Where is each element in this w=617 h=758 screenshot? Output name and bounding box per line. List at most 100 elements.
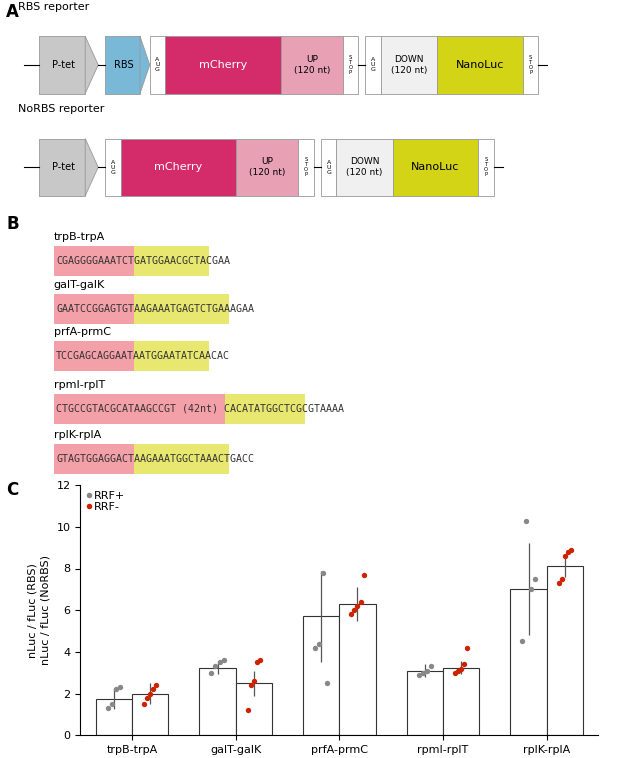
Point [563, 546, 573, 558]
Bar [165, 36, 281, 93]
Text: S
T
O
P: S T O P [304, 157, 308, 177]
Bar [343, 36, 358, 93]
Text: CGAGGGGAAATCTGATGGAACGCTACGAA: CGAGGGGAAATCTGATGGAACGCTACGAA [56, 256, 230, 266]
Text: GTAGTGGAGGACTAAGAAATGGCTAAACTGACC: GTAGTGGAGGACTAAGAAATGGCTAAACTGACC [56, 454, 254, 464]
Text: prfA-prmC: prfA-prmC [54, 327, 111, 337]
Text: rpmI-rplT: rpmI-rplT [54, 380, 105, 390]
Bar [303, 616, 339, 735]
Bar [132, 694, 168, 735]
Point [314, 637, 324, 650]
Bar [150, 36, 165, 93]
Text: GAATCCGGAGTGTAAGAAATGAGTCTGAAAGAA: GAATCCGGAGTGTAAGAAATGAGTCTGAAAGAA [56, 304, 254, 314]
Point [103, 702, 113, 714]
Bar [236, 139, 299, 196]
Bar [479, 139, 494, 196]
Point [318, 567, 328, 579]
Bar [437, 36, 523, 93]
Point [219, 654, 229, 666]
Point [456, 662, 466, 675]
Text: S
T
O
P: S T O P [484, 157, 488, 177]
Bar [54, 443, 134, 474]
Point [151, 679, 161, 691]
Point [352, 600, 362, 612]
Bar [39, 36, 85, 93]
Text: C: C [6, 481, 19, 500]
Text: rplK-rplA: rplK-rplA [54, 430, 101, 440]
Bar [54, 246, 134, 276]
Text: A
U
G: A U G [155, 58, 160, 72]
Point [462, 641, 472, 653]
Bar [54, 341, 134, 371]
Bar [321, 139, 336, 196]
Text: A
U
G: A U G [326, 160, 331, 174]
Point [418, 667, 428, 679]
Bar [39, 139, 85, 196]
Text: B: B [6, 215, 19, 233]
Bar [106, 139, 121, 196]
Bar [134, 443, 230, 474]
Point [252, 656, 262, 669]
Text: P-tet: P-tet [52, 162, 75, 172]
Point [422, 665, 432, 677]
Text: galT-galK: galT-galK [54, 280, 105, 290]
Point [107, 698, 117, 710]
Bar [54, 393, 225, 424]
Text: NoRBS reporter: NoRBS reporter [19, 104, 105, 114]
Text: A
U
G: A U G [371, 58, 376, 72]
Point [215, 656, 225, 669]
Bar [134, 341, 209, 371]
Text: mCherry: mCherry [199, 60, 247, 70]
Polygon shape [85, 139, 98, 196]
Bar [523, 36, 538, 93]
Text: P-tet: P-tet [52, 60, 75, 70]
Bar [443, 668, 479, 735]
Point [242, 704, 252, 716]
Point [426, 660, 436, 672]
Polygon shape [85, 36, 98, 93]
Text: A: A [6, 4, 19, 21]
Text: A
U
G: A U G [110, 160, 115, 174]
Point [323, 677, 333, 689]
Bar [510, 590, 547, 735]
Bar [381, 36, 437, 93]
Bar [134, 246, 209, 276]
Text: S
T
O
P: S T O P [349, 55, 352, 75]
Bar [54, 293, 134, 324]
Point [526, 584, 536, 596]
Point [148, 684, 158, 696]
Text: TCCGAGCAGGAATAATGGAATATCAACAC: TCCGAGCAGGAATAATGGAATATCAACAC [56, 351, 230, 361]
Point [207, 667, 217, 679]
Text: S
T
O
P: S T O P [529, 55, 532, 75]
Point [358, 568, 368, 581]
Bar [392, 139, 479, 196]
Point [249, 675, 259, 687]
Text: CTGCCGTACGCATAAGCCGT (42nt) CACATATGGCTCGCGTAAAA: CTGCCGTACGCATAAGCCGT (42nt) CACATATGGCTC… [56, 404, 344, 414]
Point [115, 681, 125, 694]
Text: RBS reporter: RBS reporter [19, 2, 89, 11]
Point [450, 667, 460, 679]
Bar [134, 293, 230, 324]
Point [349, 604, 359, 616]
Point [142, 691, 152, 703]
Bar [407, 671, 443, 735]
Bar [339, 604, 376, 735]
Text: NanoLuc: NanoLuc [412, 162, 460, 172]
Legend: RRF+, RRF-: RRF+, RRF- [86, 490, 125, 512]
Point [521, 515, 531, 527]
Bar [281, 36, 343, 93]
Point [414, 669, 424, 681]
Point [530, 573, 540, 585]
Point [346, 608, 356, 620]
Point [553, 577, 563, 589]
Point [145, 688, 155, 700]
Point [255, 654, 265, 666]
Bar [299, 139, 314, 196]
Bar [236, 683, 272, 735]
Text: mCherry: mCherry [154, 162, 202, 172]
Text: DOWN
(120 nt): DOWN (120 nt) [346, 157, 383, 177]
Point [139, 698, 149, 710]
Bar [547, 566, 583, 735]
Bar [106, 36, 140, 93]
Text: trpB-trpA: trpB-trpA [54, 232, 105, 243]
Point [111, 684, 121, 696]
